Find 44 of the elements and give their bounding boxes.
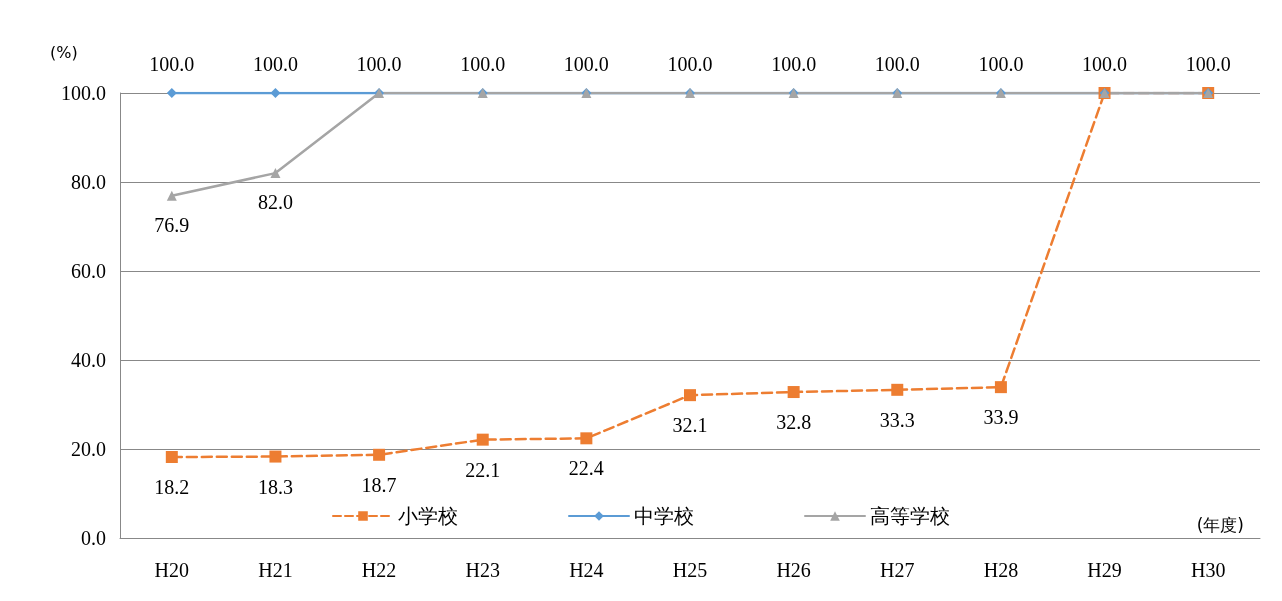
data-label: 100.0	[356, 53, 402, 75]
data-label: 100.0	[1082, 53, 1128, 75]
data-label: 33.9	[983, 406, 1019, 429]
data-label: 32.8	[776, 411, 812, 434]
data-label: 100.0	[252, 53, 298, 75]
x-tick-label: H26	[776, 559, 811, 581]
data-label: 32.1	[672, 414, 708, 437]
y-axis-title: (%)	[50, 42, 78, 62]
y-tick-label: 40.0	[71, 349, 106, 371]
x-tick-label: H29	[1087, 559, 1122, 581]
legend-label: 小学校	[398, 504, 458, 528]
data-label: 100.0	[874, 53, 920, 75]
data-label: 100.0	[978, 53, 1024, 75]
data-label: 22.1	[465, 458, 501, 481]
x-tick-label: H24	[569, 559, 604, 581]
x-tick-label: H25	[672, 559, 708, 581]
data-label: 82.0	[257, 191, 293, 214]
x-tick-label: H20	[154, 559, 190, 581]
y-tick-label: 60.0	[71, 260, 106, 282]
data-label: 18.2	[154, 476, 190, 499]
x-tick-label: H27	[880, 559, 915, 581]
data-label: 18.3	[257, 475, 293, 498]
y-tick-label: 0.0	[81, 527, 106, 549]
data-label: 100.0	[667, 53, 713, 75]
legend-label: 高等学校	[870, 504, 950, 528]
data-label: 100.0	[563, 53, 609, 75]
y-tick-label: 100.0	[61, 82, 106, 104]
x-tick-label: H23	[465, 559, 500, 581]
data-label: 33.3	[879, 408, 915, 431]
data-label: 22.4	[568, 457, 604, 480]
data-label: 100.0	[460, 53, 506, 75]
data-label: 100.0	[149, 53, 195, 75]
x-tick-label: H22	[361, 559, 397, 581]
y-tick-label: 80.0	[71, 171, 106, 193]
x-tick-label: H28	[983, 559, 1019, 581]
data-label: 100.0	[771, 53, 817, 75]
data-label: 76.9	[154, 213, 190, 236]
legend-label: 中学校	[634, 504, 694, 528]
data-label: 18.7	[361, 473, 397, 496]
data-label: 100.0	[1185, 53, 1231, 75]
x-tick-label: H30	[1190, 559, 1226, 581]
x-tick-label: H21	[258, 559, 293, 581]
x-axis-title: (年度)	[1196, 514, 1244, 535]
y-tick-label: 20.0	[71, 438, 106, 460]
